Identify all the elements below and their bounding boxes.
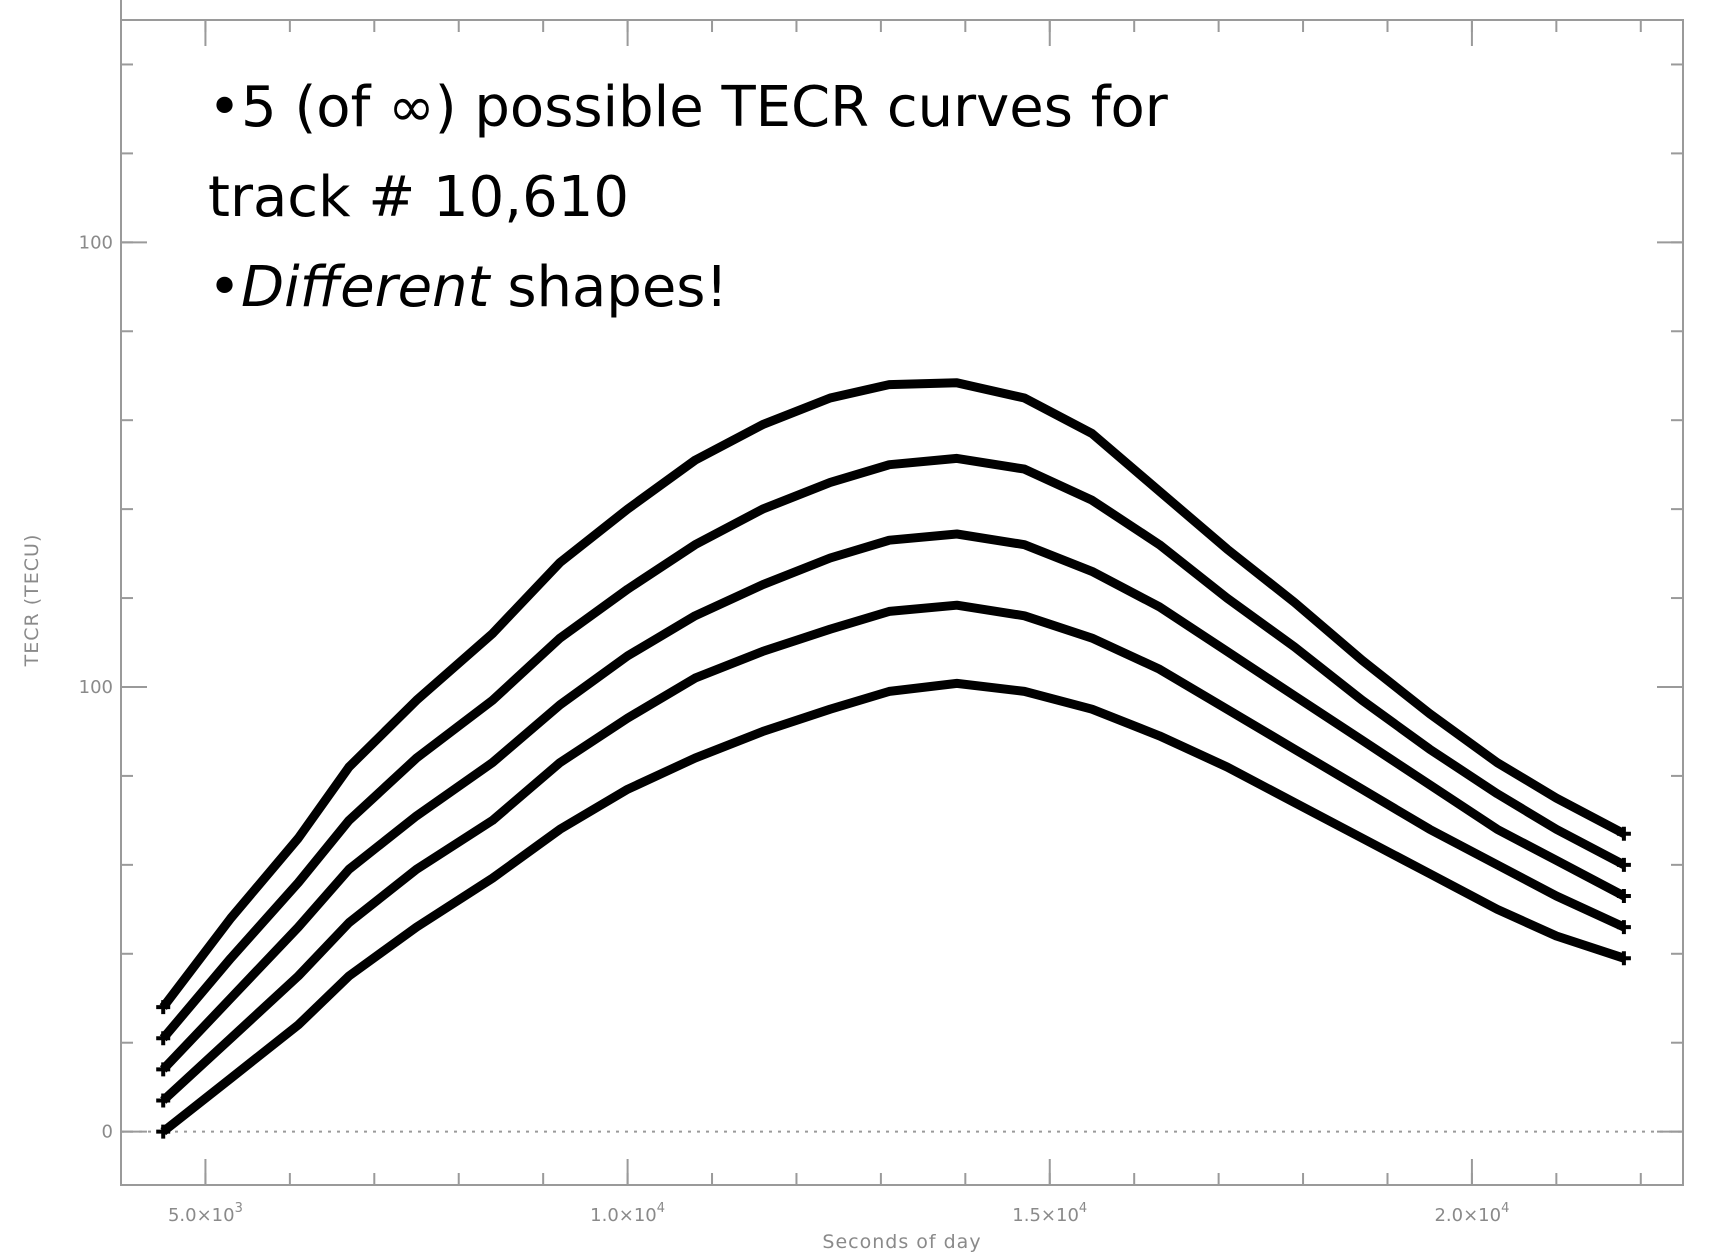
annotation-block: •5 (of ∞) possible TECR curves for track…: [208, 75, 1169, 320]
plot-frame: [120, 19, 1684, 1186]
annotation-bullet: •: [208, 255, 241, 320]
curve-end-marker: [156, 1093, 171, 1108]
x-tick-label: 1.0×104: [590, 1201, 665, 1226]
curve-end-marker: [1616, 888, 1631, 903]
y-axis-title: TECR (TECU): [21, 534, 43, 668]
curve-end-marker: [1616, 826, 1631, 841]
tecr-curve-5: [159, 378, 1626, 1010]
y-tick-label: 0: [102, 1122, 113, 1143]
axis-ticks: [120, 20, 1683, 1185]
curve-end-marker: [156, 1031, 171, 1046]
annotation-line-2: track # 10,610: [208, 165, 629, 230]
x-tick-label: 1.5×104: [1012, 1201, 1087, 1226]
y-tick-label: 100: [79, 677, 113, 698]
curve-end-marker: [156, 1000, 171, 1015]
annotation-rest: shapes!: [490, 255, 728, 320]
x-tick-label: 2.0×104: [1434, 1201, 1509, 1226]
curve-end-marker: [156, 1124, 171, 1139]
curves: [156, 378, 1631, 1139]
annotation-line-3: •Different shapes!: [208, 255, 728, 320]
curve-end-marker: [156, 1062, 171, 1077]
tecr-curve-1: [160, 678, 1626, 1136]
curve-end-marker: [1616, 951, 1631, 966]
annotation-line-1: •5 (of ∞) possible TECR curves for: [208, 75, 1169, 140]
tick-labels: 5.0×103 1.0×104 1.5×104 2.0×104 0 100 100: [79, 232, 1510, 1226]
y-tick-label: 100: [79, 232, 113, 253]
tecr-curve-2: [160, 600, 1626, 1104]
x-tick-label: 5.0×103: [168, 1201, 243, 1226]
curve-end-marker: [1616, 857, 1631, 872]
annotation-italic-word: Different: [241, 255, 492, 320]
curve-end-marker: [1616, 920, 1631, 935]
x-axis-title: Seconds of day: [822, 1231, 981, 1253]
tecr-curve-4: [159, 453, 1626, 1042]
tecr-curve-3: [159, 529, 1626, 1073]
